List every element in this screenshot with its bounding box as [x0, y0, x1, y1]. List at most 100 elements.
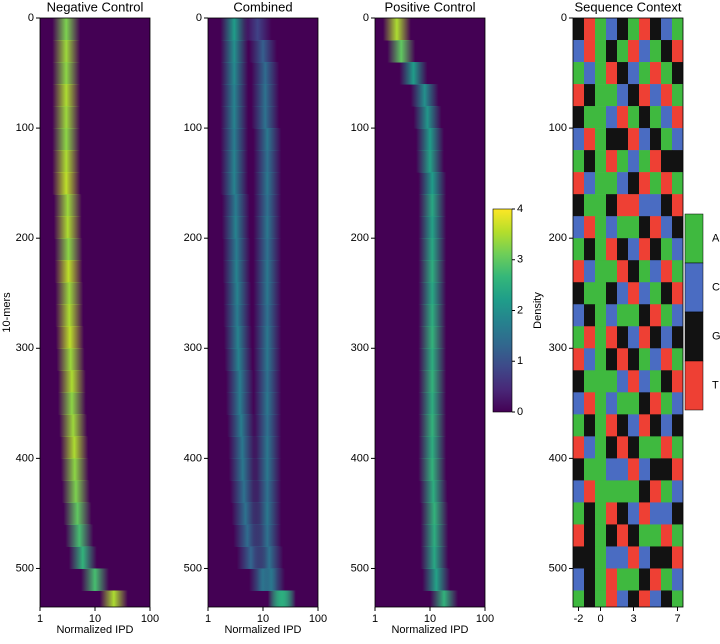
base-cell	[639, 40, 651, 63]
base-cell	[661, 392, 673, 415]
base-cell	[672, 524, 683, 547]
density-peak	[220, 18, 249, 41]
density-peak	[420, 546, 449, 569]
base-cell	[617, 238, 629, 261]
base-cell	[628, 568, 640, 591]
base-cell	[595, 568, 607, 591]
y-tick-label: 0	[28, 12, 34, 24]
density-peak	[430, 590, 459, 607]
base-cell	[595, 370, 607, 393]
base-cell	[573, 128, 585, 151]
x-tick-label: 7	[674, 613, 680, 625]
density-peak	[418, 370, 447, 393]
base-cell	[639, 216, 651, 239]
legend-label: A	[712, 232, 720, 244]
base-cell	[595, 40, 607, 63]
base-cell	[584, 370, 596, 393]
density-peak	[418, 282, 447, 305]
base-cell	[672, 458, 683, 481]
base-cell	[595, 304, 607, 327]
base-cell	[628, 216, 640, 239]
base-cell	[573, 348, 585, 371]
base-cell	[606, 238, 618, 261]
base-cell	[672, 128, 683, 151]
base-cell	[672, 480, 683, 503]
base-cell	[639, 546, 651, 569]
density-peak	[253, 194, 282, 217]
density-peak	[231, 502, 260, 525]
y-tick-label: 100	[16, 122, 34, 134]
base-cell	[639, 436, 651, 459]
base-cell	[617, 62, 629, 85]
legend-swatch	[684, 262, 704, 313]
density-peak	[253, 502, 282, 525]
y-tick-label: 100	[549, 122, 567, 134]
base-cell	[573, 18, 585, 41]
density-peak	[422, 568, 451, 591]
base-cell	[639, 150, 651, 173]
base-cell	[639, 458, 651, 481]
base-cell	[595, 128, 607, 151]
base-cell	[639, 502, 651, 525]
x-tick-label: 10	[89, 613, 101, 625]
density-peak	[253, 392, 282, 415]
base-cell	[595, 590, 607, 607]
base-cell	[661, 326, 673, 349]
base-cell	[639, 238, 651, 261]
density-peak	[54, 238, 83, 261]
x-tick-label: 100	[476, 613, 494, 625]
base-cell	[617, 458, 629, 481]
base-cell	[650, 128, 662, 151]
base-cell	[617, 216, 629, 239]
base-cell	[672, 150, 683, 173]
density-peak	[81, 568, 109, 591]
base-cell	[661, 40, 673, 63]
base-cell	[661, 502, 673, 525]
base-cell	[650, 84, 662, 107]
base-cell	[628, 304, 640, 327]
base-cell	[606, 106, 618, 129]
base-cell	[650, 62, 662, 85]
density-peak	[253, 238, 282, 261]
base-cell	[628, 172, 640, 195]
base-cell	[628, 150, 640, 173]
base-cell	[617, 40, 629, 63]
base-cell	[628, 40, 640, 63]
base-cell	[595, 84, 607, 107]
density-peak	[253, 304, 282, 327]
base-cell	[617, 392, 629, 415]
density-peak	[382, 18, 411, 41]
density-peak	[418, 436, 447, 459]
base-cell	[573, 546, 585, 569]
base-cell	[573, 84, 585, 107]
base-cell	[650, 480, 662, 503]
base-cell	[595, 502, 607, 525]
density-peak	[55, 282, 84, 305]
base-cell	[672, 84, 683, 107]
colorbar-tick-label: 3	[517, 254, 523, 266]
legend-swatch	[684, 360, 704, 411]
base-cell	[661, 524, 673, 547]
density-peak	[418, 348, 447, 371]
base-cell	[606, 172, 618, 195]
base-cell	[661, 172, 673, 195]
base-cell	[672, 546, 683, 569]
base-cell	[661, 84, 673, 107]
density-peak	[52, 128, 81, 151]
base-cell	[584, 458, 596, 481]
base-cell	[595, 348, 607, 371]
base-cell	[584, 348, 596, 371]
density-peak	[416, 128, 444, 151]
base-cell	[606, 18, 618, 41]
base-cell	[606, 502, 618, 525]
y-tick-label: 300	[184, 342, 202, 354]
density-peak	[420, 502, 449, 525]
base-cell	[650, 172, 662, 195]
panel-title: Combined	[233, 0, 292, 14]
base-cell	[650, 150, 662, 173]
panel: Combined 0 100 200 300 400 500 1 10 100 Normalized…	[184, 0, 328, 636]
base-cell	[650, 304, 662, 327]
y-tick-label: 400	[549, 452, 567, 464]
base-cell	[617, 502, 629, 525]
